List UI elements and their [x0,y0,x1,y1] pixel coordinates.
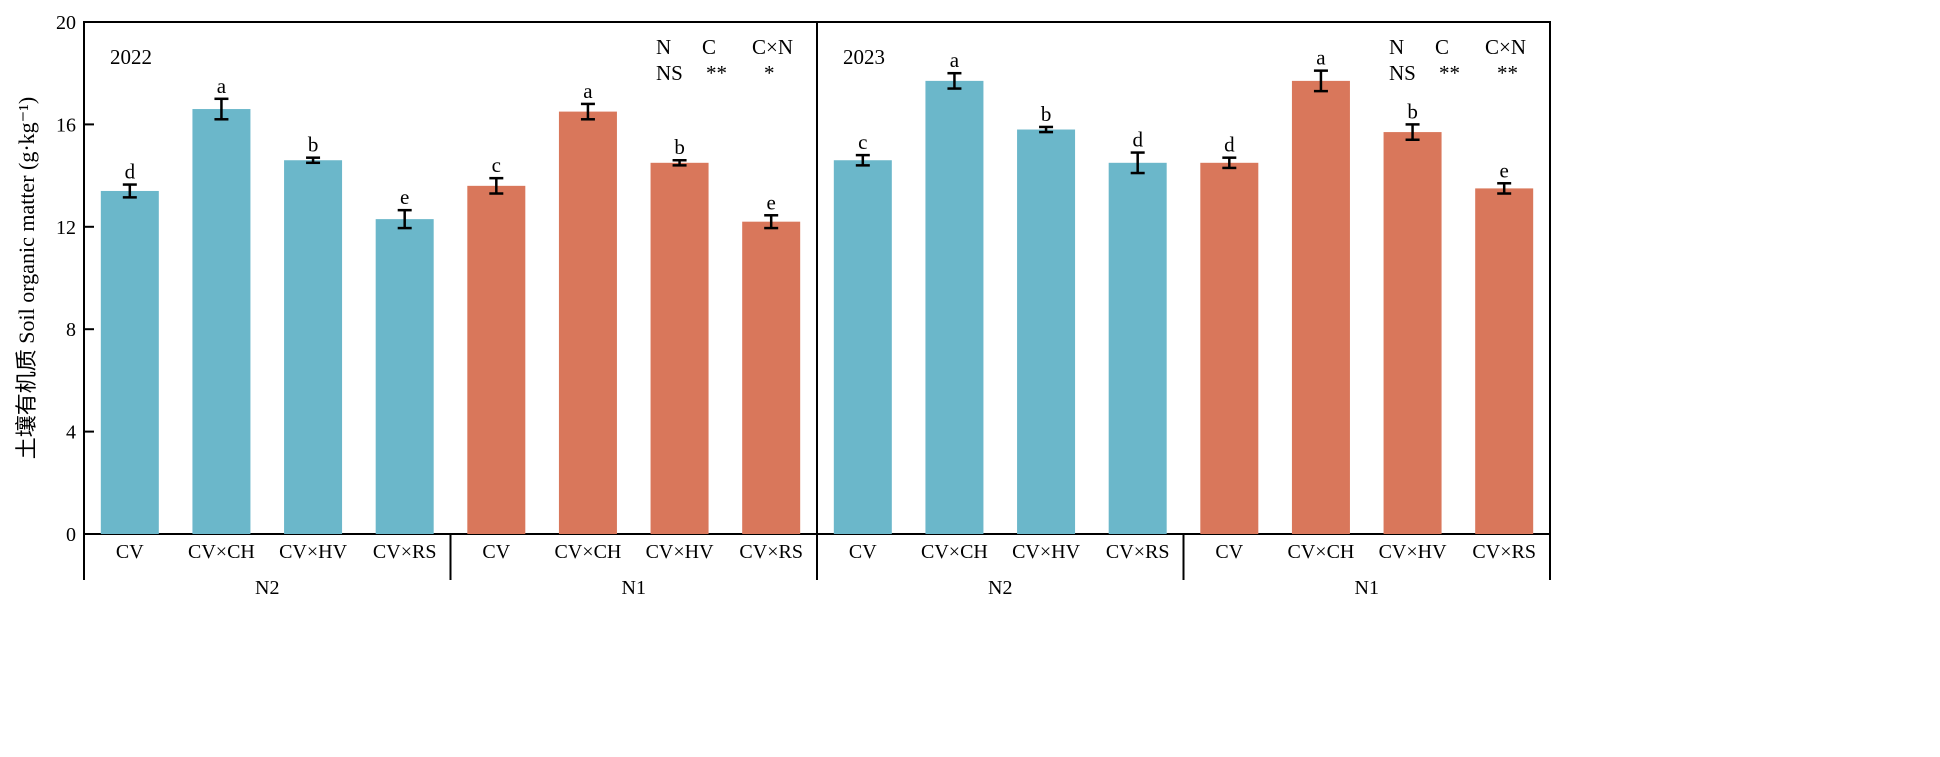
y-tick-label: 12 [56,217,76,239]
x-tick-label: CV [1215,541,1243,563]
significance-letter: b [1041,102,1052,126]
significance-letter: a [583,79,593,103]
bar-N2-2 [1017,129,1076,534]
bar-N1-3 [1475,188,1534,534]
bar-N2-1 [192,109,251,534]
stats-value: * [764,61,775,85]
significance-letter: b [308,133,319,157]
significance-letter: a [217,74,227,98]
significance-letter: c [858,130,867,154]
significance-letter: e [767,190,776,214]
stats-value: ** [706,61,727,85]
bar-N2-3 [1108,162,1167,535]
stats-header: C [702,35,716,59]
stats-value: ** [1439,61,1460,85]
x-tick-label: CV×RS [1106,541,1170,563]
bar-N1-2 [1383,132,1442,534]
y-tick-label: 0 [66,524,76,546]
bar-N1-0 [1200,162,1259,535]
significance-letter: a [950,48,960,72]
bar-N2-0 [100,190,159,534]
y-axis-label-group: 土壤有机质 Soil organic matter (g·kg⁻¹) [14,97,39,459]
stats-header: C×N [1485,35,1526,59]
y-tick-label: 16 [56,114,76,136]
group-label: N1 [1355,577,1379,599]
group-label: N2 [988,577,1012,599]
stats-header: C [1435,35,1449,59]
x-tick-label: CV [849,541,877,563]
x-tick-label: CV×RS [739,541,803,563]
bar-N2-2 [284,160,343,535]
y-tick-label: 4 [66,422,76,444]
x-tick-label: CV×RS [373,541,437,563]
bar-N2-1 [925,80,984,534]
significance-letter: d [125,160,136,184]
stats-header: N [656,35,671,59]
significance-letter: b [1407,99,1418,123]
significance-letter: d [1224,133,1235,157]
x-tick-label: CV×HV [646,541,715,563]
stats-value: NS [1389,61,1416,85]
stats-header: N [1389,35,1404,59]
x-tick-label: CV [116,541,144,563]
x-tick-label: CV [482,541,510,563]
significance-letter: b [674,135,685,159]
stats-header: C×N [752,35,793,59]
significance-letter: e [1500,158,1509,182]
y-axis-label: 土壤有机质 Soil organic matter (g·kg⁻¹) [14,97,39,459]
x-tick-label: CV×HV [279,541,348,563]
x-tick-label: CV×CH [1288,541,1355,563]
stats-value: NS [656,61,683,85]
y-tick-label: 8 [66,319,76,341]
panel-title: 2022 [110,45,152,69]
x-tick-label: CV×HV [1012,541,1081,563]
y-tick-label: 20 [56,12,76,34]
bar-N1-3 [742,221,801,534]
x-tick-label: CV×CH [555,541,622,563]
panel-title: 2023 [843,45,885,69]
x-tick-label: CV×CH [188,541,255,563]
stats-value: ** [1497,61,1518,85]
group-label: N2 [255,577,279,599]
x-tick-label: CV×HV [1379,541,1448,563]
bar-N2-0 [833,160,892,535]
significance-letter: e [400,185,409,209]
significance-letter: a [1316,46,1326,70]
x-tick-label: CV×RS [1472,541,1536,563]
significance-letter: d [1132,128,1143,152]
group-label: N1 [622,577,646,599]
x-tick-label: CV×CH [921,541,988,563]
significance-letter: c [492,153,501,177]
bar-N2-3 [375,219,434,534]
bar-N1-0 [467,185,526,534]
bar-N1-1 [1291,80,1350,534]
bar-N1-1 [558,111,617,534]
bar-N1-2 [650,162,709,535]
